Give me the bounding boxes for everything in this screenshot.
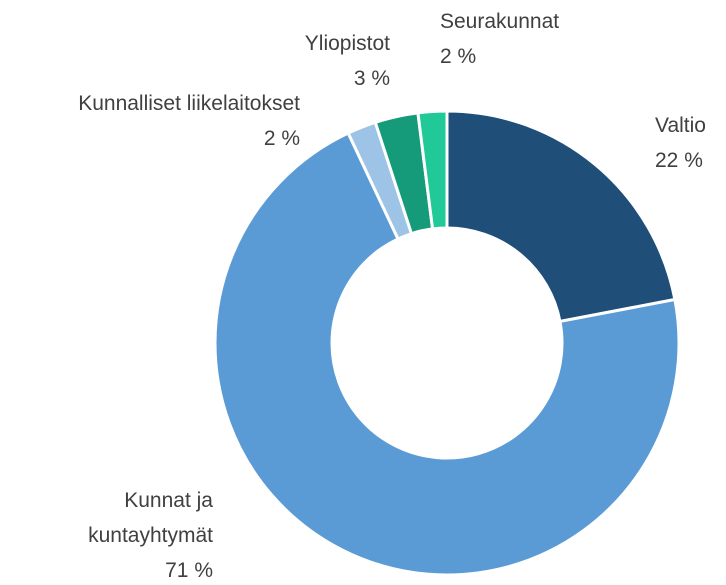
category-label: Seurakunnat	[440, 10, 560, 33]
category-label: Kunnalliset liikelaitokset	[78, 92, 300, 115]
slice	[213, 131, 681, 577]
slice	[445, 109, 677, 324]
value-label: 22 %	[655, 149, 703, 172]
slice-label: Seurakunnat 2 %	[440, 4, 559, 74]
slice-label: Valtio 22 %	[655, 108, 706, 178]
slice-label: Yliopistot 3 %	[305, 26, 390, 96]
value-label: 3 %	[353, 67, 390, 90]
value-label: 2 %	[263, 127, 300, 150]
category-label: Kunnat ja kuntayhtymät	[88, 489, 213, 547]
value-label: 71 %	[165, 559, 213, 582]
slice-label: Kunnat ja kuntayhtymät 71 %	[38, 483, 213, 585]
category-label: Yliopistot	[304, 32, 390, 55]
slice	[416, 109, 449, 231]
slice-label: Kunnalliset liikelaitokset 2 %	[78, 86, 300, 156]
category-label: Valtio	[655, 114, 706, 137]
value-label: 2 %	[440, 45, 477, 68]
